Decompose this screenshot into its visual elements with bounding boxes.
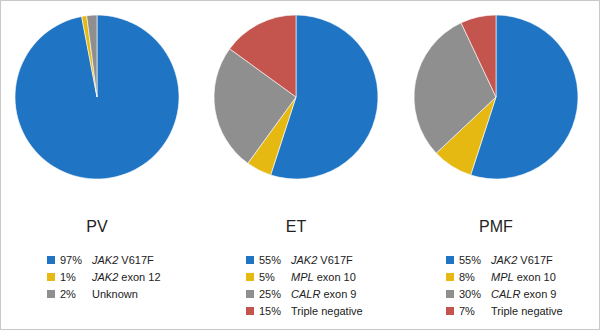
legend-label: JAK2 exon 12 xyxy=(91,271,161,283)
legend-swatch xyxy=(47,256,55,264)
variant: exon 9 xyxy=(320,288,356,300)
legend-label: Triple negative xyxy=(291,305,363,317)
gene-name: JAK2 xyxy=(91,254,118,266)
frame xyxy=(1,1,600,330)
legend-value: 55% xyxy=(259,254,281,266)
pie-chart: PV 97% JAK2 V617F 1% JAK2 exon 12 2% Unknown xyxy=(15,15,179,300)
legend-value: 5% xyxy=(259,271,275,283)
gene-name: MPL xyxy=(491,271,514,283)
variant: exon 9 xyxy=(520,288,556,300)
variant: exon 12 xyxy=(118,271,160,283)
gene-name: JAK2 xyxy=(91,271,118,283)
legend-label: Unknown xyxy=(92,288,138,300)
gene-name: CALR xyxy=(291,288,320,300)
legend-swatch xyxy=(246,290,254,298)
legend-value: 30% xyxy=(459,288,481,300)
legend-label: CALR exon 9 xyxy=(491,288,556,300)
legend-value: 15% xyxy=(259,305,281,317)
legend-label: JAK2 V617F xyxy=(91,254,154,266)
legend-value: 8% xyxy=(459,271,475,283)
gene-name: JAK2 xyxy=(290,254,317,266)
gene-name: JAK2 xyxy=(490,254,517,266)
legend-swatch xyxy=(446,256,454,264)
legend-swatch xyxy=(446,273,454,281)
legend-label: JAK2 V617F xyxy=(290,254,353,266)
variant: V617F xyxy=(517,254,553,266)
legend-swatch xyxy=(47,273,55,281)
legend-swatch xyxy=(246,307,254,315)
legend-label: CALR exon 9 xyxy=(291,288,356,300)
legend-value: 97% xyxy=(60,254,82,266)
chart-title: PV xyxy=(86,218,108,235)
legend-swatch xyxy=(246,256,254,264)
pie-slice xyxy=(230,15,296,97)
legend-swatch xyxy=(246,273,254,281)
pie-slice xyxy=(15,15,179,179)
chart-title: ET xyxy=(286,218,307,235)
legend-label: Triple negative xyxy=(491,305,563,317)
pie-chart: ET 55% JAK2 V617F 5% MPL exon 10 25% CALR exon… xyxy=(214,15,378,317)
legend-value: 2% xyxy=(60,288,76,300)
pie-chart: PMF 55% JAK2 V617F 8% MPL exon 10 30% CALR exo… xyxy=(414,15,578,317)
gene-name: CALR xyxy=(491,288,520,300)
legend-label: MPL exon 10 xyxy=(491,271,556,283)
legend-label: JAK2 V617F xyxy=(490,254,553,266)
legend-label: MPL exon 10 xyxy=(291,271,356,283)
pie-slice xyxy=(82,16,97,97)
pie-slice xyxy=(87,15,97,97)
legend-value: 55% xyxy=(459,254,481,266)
variant: exon 10 xyxy=(314,271,356,283)
figure: PV 97% JAK2 V617F 1% JAK2 exon 12 2% Unknown ET… xyxy=(0,0,600,330)
chart-title: PMF xyxy=(479,218,513,235)
legend-value: 1% xyxy=(60,271,76,283)
variant: V617F xyxy=(118,254,154,266)
variant: exon 10 xyxy=(514,271,556,283)
pie-slice xyxy=(461,15,496,97)
legend-swatch xyxy=(446,290,454,298)
legend-swatch xyxy=(47,290,55,298)
legend-swatch xyxy=(446,307,454,315)
gene-name: MPL xyxy=(291,271,314,283)
variant: V617F xyxy=(317,254,353,266)
legend-value: 25% xyxy=(259,288,281,300)
legend-value: 7% xyxy=(459,305,475,317)
